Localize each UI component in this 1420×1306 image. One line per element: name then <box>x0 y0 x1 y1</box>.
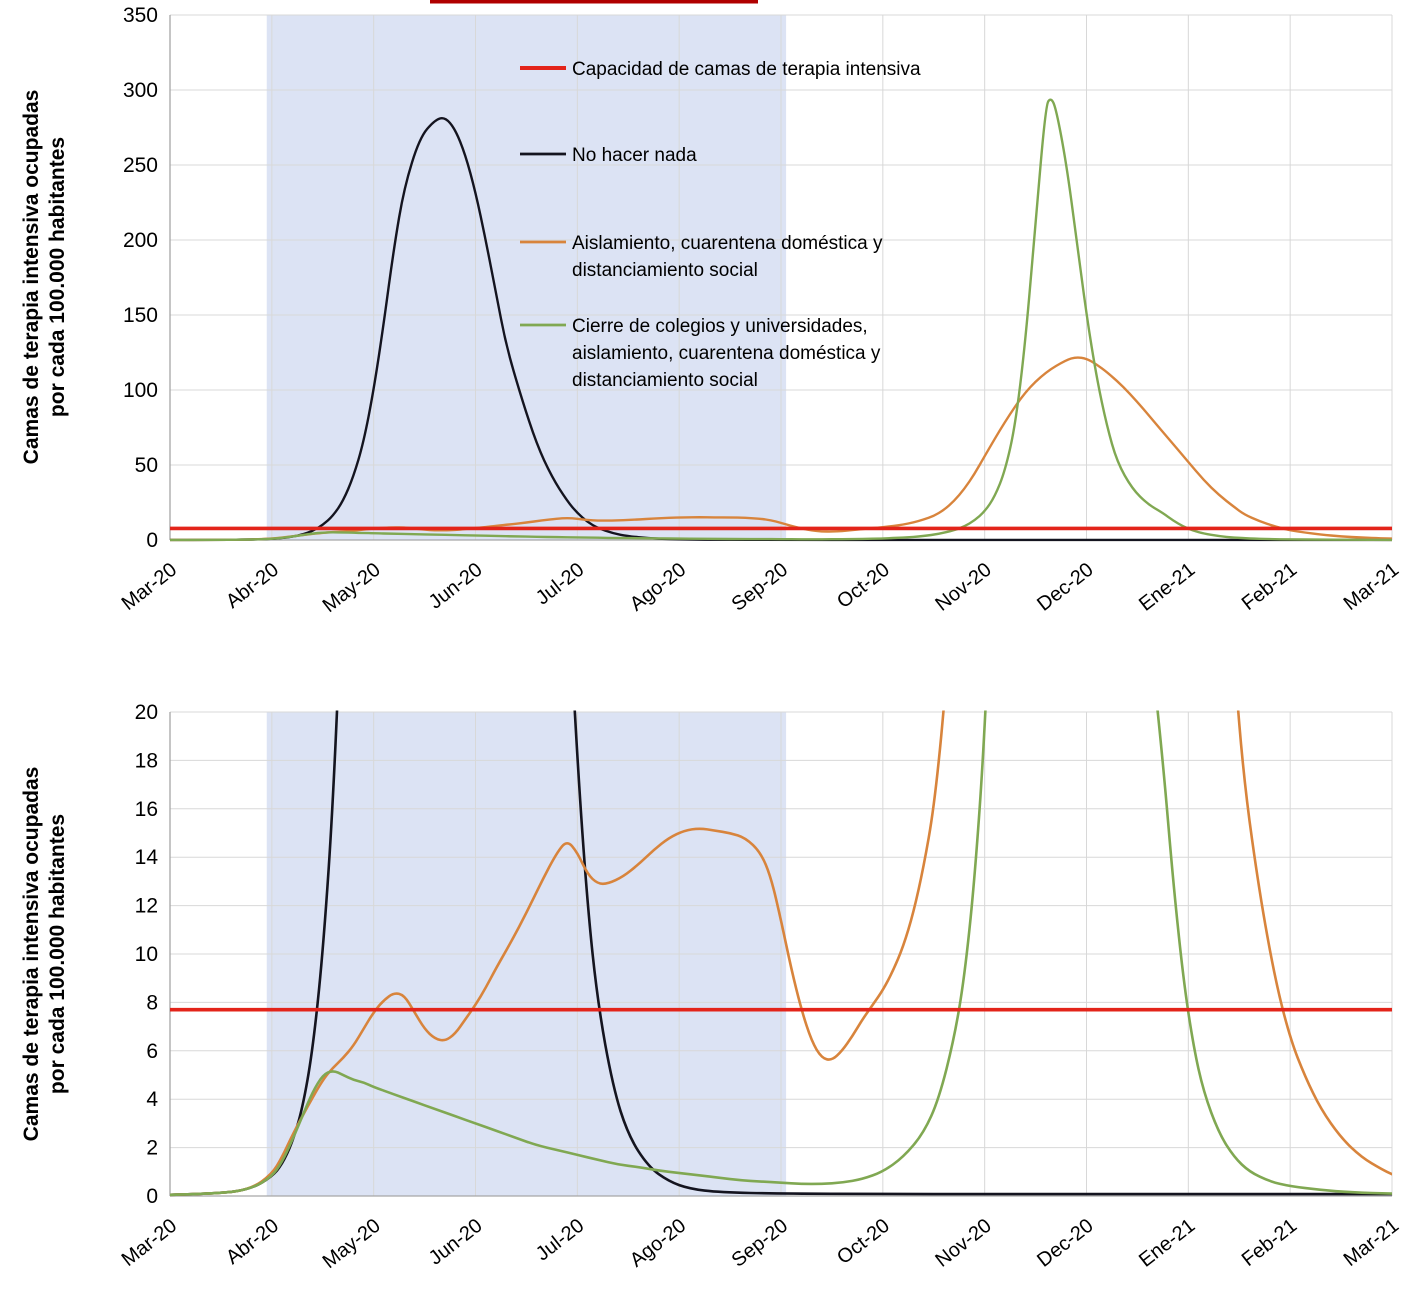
y-tick-label: 300 <box>123 79 158 102</box>
y-axis-title-line: Camas de terapia intensiva ocupadas <box>20 89 43 465</box>
x-tick-label: Dec-20 <box>1033 559 1097 616</box>
x-tick-label: Mar-21 <box>1340 559 1403 615</box>
shaded-region <box>266 15 787 540</box>
x-tick-label: Feb-21 <box>1238 559 1301 615</box>
y-tick-label: 100 <box>123 379 158 402</box>
y-axis-title-line: por cada 100.000 habitantes <box>46 136 69 418</box>
x-tick-label: Ene-21 <box>1135 559 1199 616</box>
y-tick-label: 14 <box>135 846 159 869</box>
x-tick-label: Sep-20 <box>728 559 792 616</box>
y-tick-label: 200 <box>123 229 158 252</box>
y-tick-label: 150 <box>123 304 158 327</box>
legend-item-label: aislamiento, cuarentena doméstica y <box>572 343 881 364</box>
x-tick-label: Nov-20 <box>931 559 995 616</box>
legend-item-label: Capacidad de camas de terapia intensiva <box>572 59 921 80</box>
y-axis-title-top: Camas de terapia intensiva ocupadas por … <box>19 0 71 557</box>
y-tick-label: 18 <box>135 749 158 772</box>
x-tick-label: Sep-20 <box>728 1215 792 1272</box>
x-tick-label: Jul-20 <box>532 559 588 610</box>
x-tick-label: May-20 <box>319 1215 385 1273</box>
x-tick-label: Ago-20 <box>626 559 690 616</box>
legend-item-label: Cierre de colegios y universidades, <box>572 316 868 337</box>
y-tick-label: 4 <box>146 1088 158 1111</box>
x-tick-label: Oct-20 <box>833 1215 894 1269</box>
x-tick-label: Jun-20 <box>425 1215 487 1270</box>
x-tick-label: Mar-21 <box>1340 1215 1403 1271</box>
series-line-0 <box>170 710 1392 1197</box>
bottom-chart: 0 2 4 6 8 10 12 14 16 18 20 Mar-20 Abr-20 May-20 Jun-2… <box>118 701 1403 1273</box>
top-chart: 0 50 100 150 200 250 300 350 Mar-20 Abr-20 May-20 J… <box>118 0 1403 617</box>
y-tick-label: 12 <box>135 895 158 918</box>
y-tick-label: 10 <box>135 943 158 966</box>
x-tick-label: Jul-20 <box>532 1215 588 1266</box>
x-tick-label: Ene-21 <box>1135 1215 1199 1272</box>
x-tick-label: Jun-20 <box>425 559 487 614</box>
y-axis-title-line: por cada 100.000 habitantes <box>46 813 69 1095</box>
y-tick-label: 0 <box>146 529 158 552</box>
y-tick-label: 0 <box>146 1185 158 1208</box>
legend-item-label: Aislamiento, cuarentena doméstica y <box>572 233 883 254</box>
legend-item-label: distanciamiento social <box>572 260 758 281</box>
legend-item-label: distanciamiento social <box>572 370 758 391</box>
x-tick-label: Feb-21 <box>1238 1215 1301 1271</box>
x-tick-label: Mar-20 <box>118 1215 181 1271</box>
y-tick-label: 20 <box>135 701 158 724</box>
x-tick-label: Ago-20 <box>626 1215 690 1272</box>
y-tick-label: 16 <box>135 798 158 821</box>
x-tick-label: Abr-20 <box>222 559 283 613</box>
y-axis-title-line: Camas de terapia intensiva ocupadas <box>20 766 43 1142</box>
legend-item-label: No hacer nada <box>572 145 697 166</box>
y-tick-label: 8 <box>146 991 158 1014</box>
y-tick-label: 350 <box>123 4 158 27</box>
y-tick-label: 6 <box>146 1040 158 1063</box>
x-tick-label: Oct-20 <box>833 559 894 613</box>
x-tick-label: Mar-20 <box>118 559 181 615</box>
y-axis-title-bottom: Camas de terapia intensiva ocupadas por … <box>19 674 71 1234</box>
x-tick-label: Abr-20 <box>222 1215 283 1269</box>
y-tick-label: 50 <box>135 454 158 477</box>
series-line-2 <box>170 710 1392 1197</box>
series-line-2 <box>170 98 1392 542</box>
top-edge-red-artifact <box>430 0 758 4</box>
y-tick-label: 2 <box>146 1137 158 1160</box>
x-tick-label: May-20 <box>319 559 385 617</box>
x-tick-label: Dec-20 <box>1033 1215 1097 1272</box>
x-tick-label: Nov-20 <box>931 1215 995 1272</box>
y-tick-label: 250 <box>123 154 158 177</box>
